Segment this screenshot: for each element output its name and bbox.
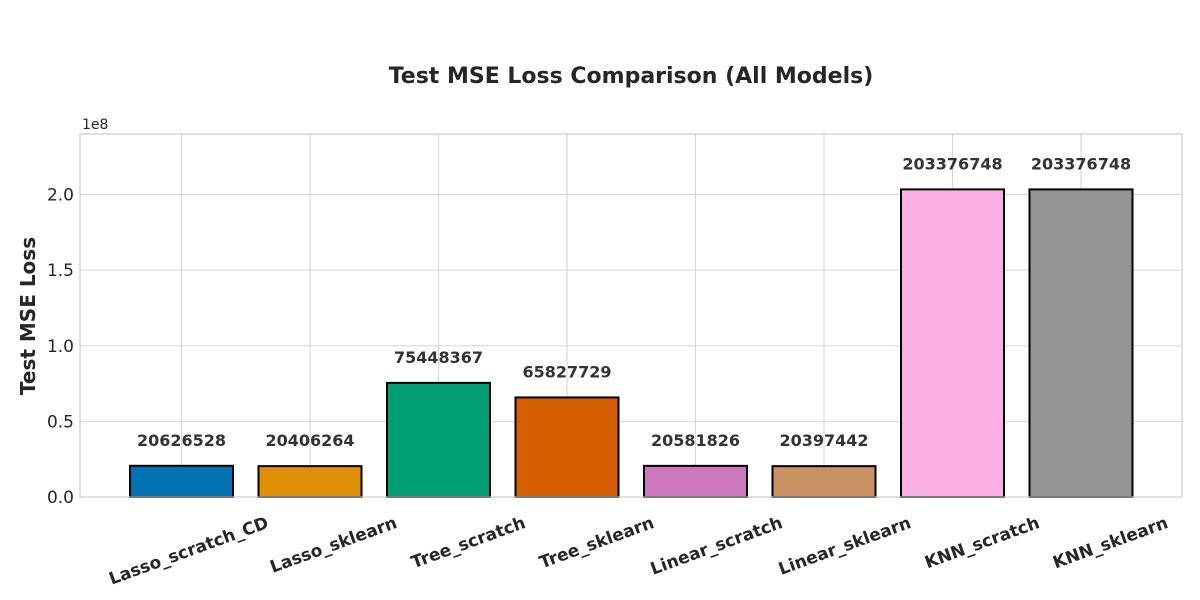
x-tick-label: KNN_sklearn	[1050, 513, 1170, 573]
bar-tree-sklearn	[514, 396, 620, 498]
bar-knn-sklearn	[1028, 188, 1134, 498]
x-tick-label: Tree_sklearn	[537, 513, 657, 573]
x-tick-label: Lasso_sklearn	[268, 513, 400, 577]
chart-title: Test MSE Loss Comparison (All Models)	[389, 64, 874, 89]
x-tick-label: Lasso_scratch_CD	[106, 513, 271, 589]
y-axis-label: Test MSE Loss	[16, 237, 40, 395]
data-label: 203376748	[1031, 154, 1131, 173]
x-tick-label: Linear_scratch	[648, 513, 785, 579]
y-ticks: 0.0 0.5 1.0 1.5 2.0	[47, 186, 74, 509]
bars	[129, 188, 1134, 499]
y-tick-label: 0.0	[47, 488, 74, 508]
y-tick-label: 1.0	[47, 337, 74, 357]
data-label: 75448367	[394, 348, 483, 367]
bar-lasso-scratch-cd	[129, 464, 234, 498]
y-tick-label: 2.0	[47, 186, 74, 206]
y-offset-label: 1e8	[82, 117, 108, 133]
x-tick-label: KNN_scratch	[922, 513, 1042, 573]
data-labels: 20626528 20406264 75448367 65827729 20581826…	[137, 154, 1131, 450]
data-label: 203376748	[902, 154, 1002, 173]
plot-frame	[79, 133, 1183, 498]
bar-knn-scratch	[900, 188, 1005, 498]
bar-lasso-sklearn	[257, 465, 363, 499]
data-label: 20626528	[137, 431, 226, 450]
y-tick-label: 1.5	[47, 261, 74, 281]
bar-tree-scratch	[386, 381, 491, 498]
data-label: 65827729	[522, 362, 611, 381]
x-tick-label: Linear_sklearn	[776, 513, 914, 579]
x-tick-label: Tree_scratch	[409, 513, 529, 573]
y-tick-label: 0.5	[47, 412, 74, 432]
data-label: 20406264	[265, 431, 354, 450]
bar-linear-sklearn	[771, 465, 877, 498]
data-label: 20397442	[779, 431, 868, 450]
bar-linear-scratch	[643, 464, 748, 499]
grid	[80, 134, 1182, 498]
data-label: 20581826	[651, 431, 740, 450]
